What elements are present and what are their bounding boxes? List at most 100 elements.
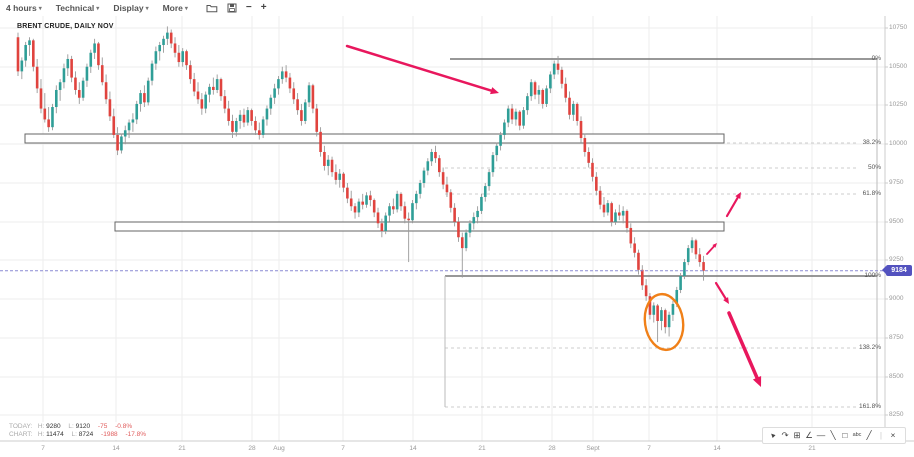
candle-body bbox=[575, 103, 579, 121]
drawing-toolbar: ▲ ↷ ⊞ ∠ — ╲ □ abc ╱ | × bbox=[762, 427, 906, 444]
candle-body bbox=[112, 116, 116, 135]
plus-icon: + bbox=[260, 2, 267, 13]
candle-body bbox=[491, 155, 495, 173]
candle-body bbox=[296, 99, 299, 111]
candle-body bbox=[39, 88, 43, 109]
annotation-ellipse[interactable] bbox=[641, 292, 686, 353]
zone-rect[interactable] bbox=[114, 221, 725, 232]
annotation-arrow[interactable] bbox=[345, 44, 499, 95]
candle-body bbox=[495, 145, 499, 156]
text-tool[interactable]: abc bbox=[852, 432, 862, 438]
today-change-value: -75 bbox=[97, 423, 108, 430]
candle-body bbox=[250, 110, 253, 121]
menu-technical[interactable]: Technical ▾ bbox=[56, 3, 100, 13]
candle-body bbox=[614, 212, 617, 222]
rectangle-tool[interactable]: □ bbox=[842, 430, 848, 440]
zoom-out-button[interactable]: − bbox=[246, 3, 252, 13]
candle-body bbox=[656, 305, 659, 321]
candle-body bbox=[135, 103, 139, 120]
candle-body bbox=[403, 206, 407, 219]
candle-body bbox=[338, 173, 342, 180]
candle-body bbox=[292, 88, 296, 100]
candle-body bbox=[503, 122, 506, 135]
curved-arrow-tool[interactable]: ↷ bbox=[781, 430, 789, 440]
candle-body bbox=[633, 243, 636, 253]
candle-body bbox=[231, 120, 234, 132]
candle-body bbox=[560, 69, 564, 84]
candle-body bbox=[702, 262, 705, 271]
zone-rect[interactable] bbox=[24, 133, 725, 144]
close-tool[interactable]: × bbox=[890, 430, 896, 440]
candle-body bbox=[265, 108, 269, 120]
candle-body bbox=[353, 206, 357, 213]
candle-body bbox=[537, 89, 541, 95]
chart-change-pct: -17.8% bbox=[125, 431, 147, 438]
candle-body bbox=[572, 103, 575, 115]
chevron-down-icon: ▾ bbox=[96, 5, 100, 12]
interval-dropdown[interactable]: 4 hours ▾ bbox=[6, 3, 42, 13]
candle-body bbox=[166, 32, 169, 39]
menu-more-label: More bbox=[162, 3, 183, 13]
candle-body bbox=[468, 223, 472, 233]
candle-body bbox=[127, 122, 131, 131]
candle-body bbox=[480, 196, 483, 211]
candle-body bbox=[663, 310, 667, 328]
symbol-label: BRENT CRUDE, DAILY NOV bbox=[17, 23, 114, 30]
candle-body bbox=[185, 51, 188, 66]
candle-body bbox=[261, 119, 265, 135]
stats-today-label: TODAY: bbox=[9, 423, 33, 430]
candle-body bbox=[621, 210, 625, 216]
save-chart-button[interactable] bbox=[227, 3, 237, 13]
candle-body bbox=[20, 60, 24, 72]
candle-body bbox=[587, 151, 590, 163]
candles-layer bbox=[16, 26, 705, 343]
horizontal-line-tool[interactable]: — bbox=[816, 430, 826, 440]
candle-body bbox=[464, 232, 468, 249]
grid-tool[interactable]: ⊞ bbox=[793, 430, 801, 440]
annotation-arrow[interactable] bbox=[706, 243, 717, 255]
candle-body bbox=[47, 119, 50, 128]
zoom-in-button[interactable]: + bbox=[261, 3, 267, 13]
candle-body bbox=[667, 314, 671, 328]
candle-body bbox=[212, 86, 215, 90]
top-toolbar: 4 hours ▾ Technical ▾ Display ▾ More ▾ bbox=[0, 0, 914, 16]
candle-body bbox=[154, 51, 158, 64]
candle-body bbox=[533, 82, 537, 95]
candle-body bbox=[311, 85, 315, 109]
candle-body bbox=[16, 37, 20, 72]
candle-body bbox=[606, 203, 610, 213]
candle-body bbox=[675, 289, 679, 304]
candle-body bbox=[457, 221, 460, 238]
open-chart-button[interactable] bbox=[206, 3, 218, 13]
candle-body bbox=[257, 130, 261, 135]
candle-body bbox=[169, 32, 173, 44]
candle-body bbox=[277, 79, 280, 89]
candle-body bbox=[300, 110, 303, 121]
menu-more[interactable]: More ▾ bbox=[163, 3, 188, 13]
divider: | bbox=[879, 430, 883, 440]
annotation-arrow[interactable] bbox=[725, 192, 741, 218]
candle-body bbox=[158, 45, 162, 52]
candle-body bbox=[55, 89, 58, 108]
trend-line-tool[interactable]: ╲ bbox=[830, 430, 836, 440]
candle-body bbox=[238, 114, 242, 121]
candle-body bbox=[506, 108, 510, 123]
annotation-arrow[interactable] bbox=[714, 281, 729, 304]
today-change-pct: -0.8% bbox=[115, 423, 133, 430]
candle-body bbox=[235, 120, 238, 132]
candle-body bbox=[200, 99, 204, 109]
candle-body bbox=[284, 71, 288, 78]
candle-body bbox=[694, 240, 698, 255]
candle-body bbox=[123, 130, 127, 137]
candle-body bbox=[307, 85, 311, 103]
trend-angle-tool[interactable]: ∠ bbox=[805, 430, 813, 440]
annotation-arrow[interactable] bbox=[727, 311, 762, 387]
low-label: L: bbox=[71, 431, 77, 438]
candle-body bbox=[108, 99, 112, 117]
menu-display[interactable]: Display ▾ bbox=[113, 3, 148, 13]
pencil-tool[interactable]: ╱ bbox=[866, 430, 872, 440]
candle-body bbox=[143, 93, 146, 103]
chart-change-value: -1988 bbox=[101, 431, 118, 438]
candle-body bbox=[376, 212, 380, 224]
